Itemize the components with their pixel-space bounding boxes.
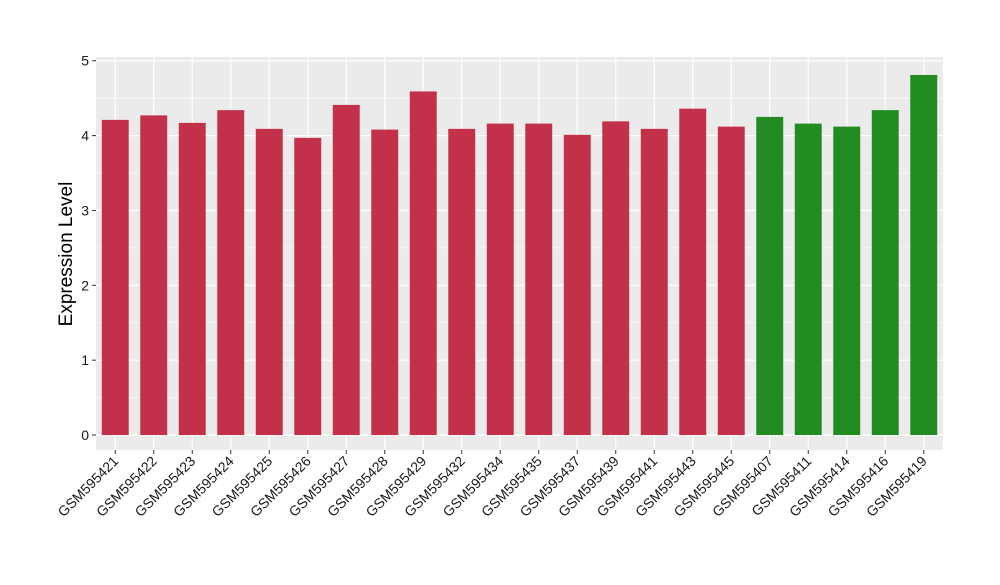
bar-GSM595441	[640, 128, 668, 436]
bar-GSM595445	[717, 126, 745, 436]
bar-GSM595428	[371, 129, 399, 436]
y-axis: 0 1 2 3 4 5	[81, 53, 96, 443]
bar-GSM595443	[679, 108, 707, 436]
bars	[101, 74, 938, 436]
bar-GSM595411	[794, 123, 822, 436]
bar-GSM595424	[217, 110, 245, 436]
bar-GSM595437	[563, 134, 591, 436]
bar-GSM595435	[525, 123, 553, 436]
bar-GSM595416	[871, 110, 899, 436]
y-tick-label: 4	[81, 128, 89, 144]
bar-GSM595423	[178, 122, 206, 436]
bar-GSM595414	[833, 126, 861, 436]
bar-GSM595439	[602, 121, 630, 436]
y-tick-label: 3	[81, 202, 89, 218]
bar-GSM595422	[140, 115, 168, 436]
y-tick-label: 2	[81, 277, 89, 293]
y-tick-label: 0	[81, 427, 89, 443]
bar-GSM595434	[486, 123, 514, 436]
bar-GSM595426	[294, 137, 322, 436]
bar-GSM595407	[756, 116, 784, 436]
bar-GSM595419	[910, 74, 938, 436]
bar-GSM595432	[448, 128, 476, 436]
bar-GSM595427	[332, 104, 360, 436]
bar-GSM595429	[409, 91, 437, 436]
bar-GSM595425	[255, 128, 283, 436]
y-axis-label: Expression Level	[56, 182, 77, 327]
bar-GSM595421	[101, 119, 129, 436]
y-tick-label: 1	[81, 352, 89, 368]
y-tick-label: 5	[81, 53, 89, 69]
x-axis: GSM595421GSM595422GSM595423GSM595424GSM5…	[54, 450, 930, 520]
